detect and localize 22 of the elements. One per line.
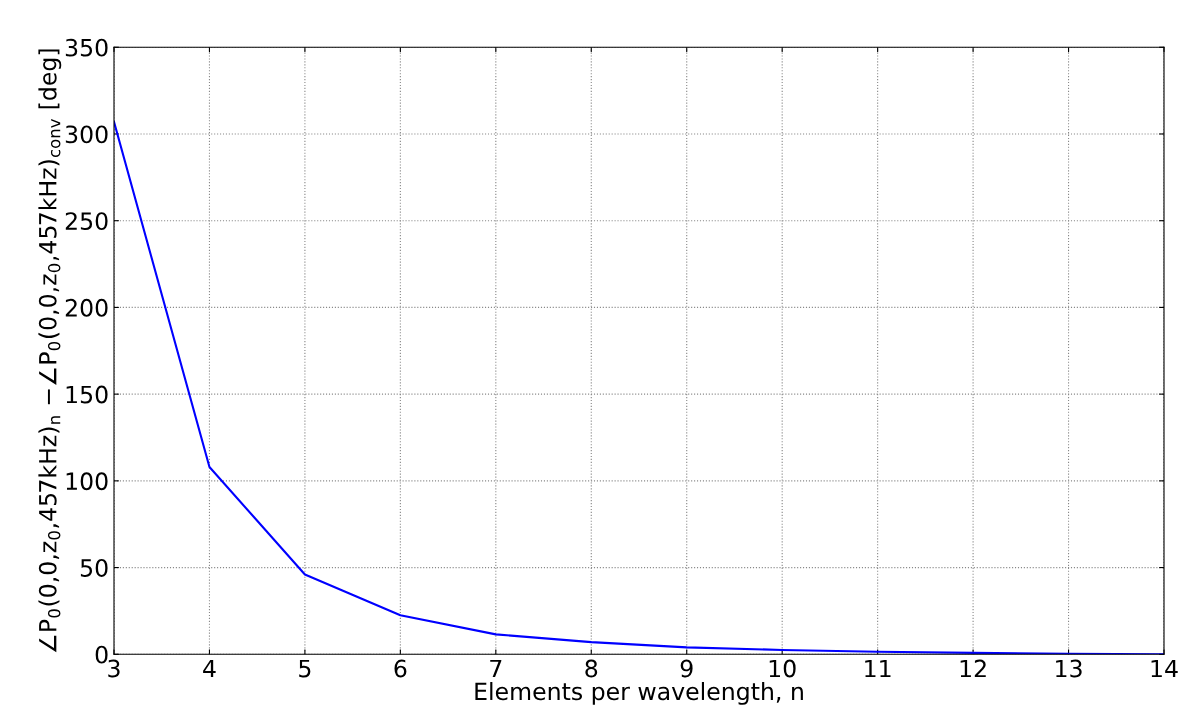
x-tick-label: 14 xyxy=(1151,659,1178,678)
x-axis-title: Elements per wavelength, n xyxy=(475,682,803,705)
y-tick-label: 250 xyxy=(65,212,108,230)
y-tick-label: 300 xyxy=(65,125,108,144)
x-tick-label: 7 xyxy=(490,659,502,678)
x-tick-label: 10 xyxy=(769,659,796,678)
y-tick-label: 200 xyxy=(65,298,108,317)
y-tick-label: 150 xyxy=(66,385,108,404)
text: ∠P$_{0}$(0,0,z$_{0}$,457kHz)$_{n}$ −∠P$_{0}$(0,0,z$_{0}$,457kHz)$_{conv}$ [deg] xyxy=(38,49,62,653)
x-tick-label: 9 xyxy=(680,659,693,678)
x-tick-label: 8 xyxy=(585,659,598,678)
x-tick-label: 11 xyxy=(865,659,891,678)
x-tick-label: 4 xyxy=(203,659,216,678)
y-tick-label: 50 xyxy=(80,559,108,577)
y-tick-label: 350 xyxy=(65,38,108,57)
x-tick-label: 3 xyxy=(108,659,120,678)
y-tick-label: 0 xyxy=(95,645,108,664)
x-tick-label: 6 xyxy=(394,659,407,678)
x-tick-label: 12 xyxy=(960,659,986,678)
x-tick-label: 5 xyxy=(299,659,311,678)
x-tick-label: 13 xyxy=(1056,659,1082,678)
y-tick-label: 100 xyxy=(66,472,108,491)
